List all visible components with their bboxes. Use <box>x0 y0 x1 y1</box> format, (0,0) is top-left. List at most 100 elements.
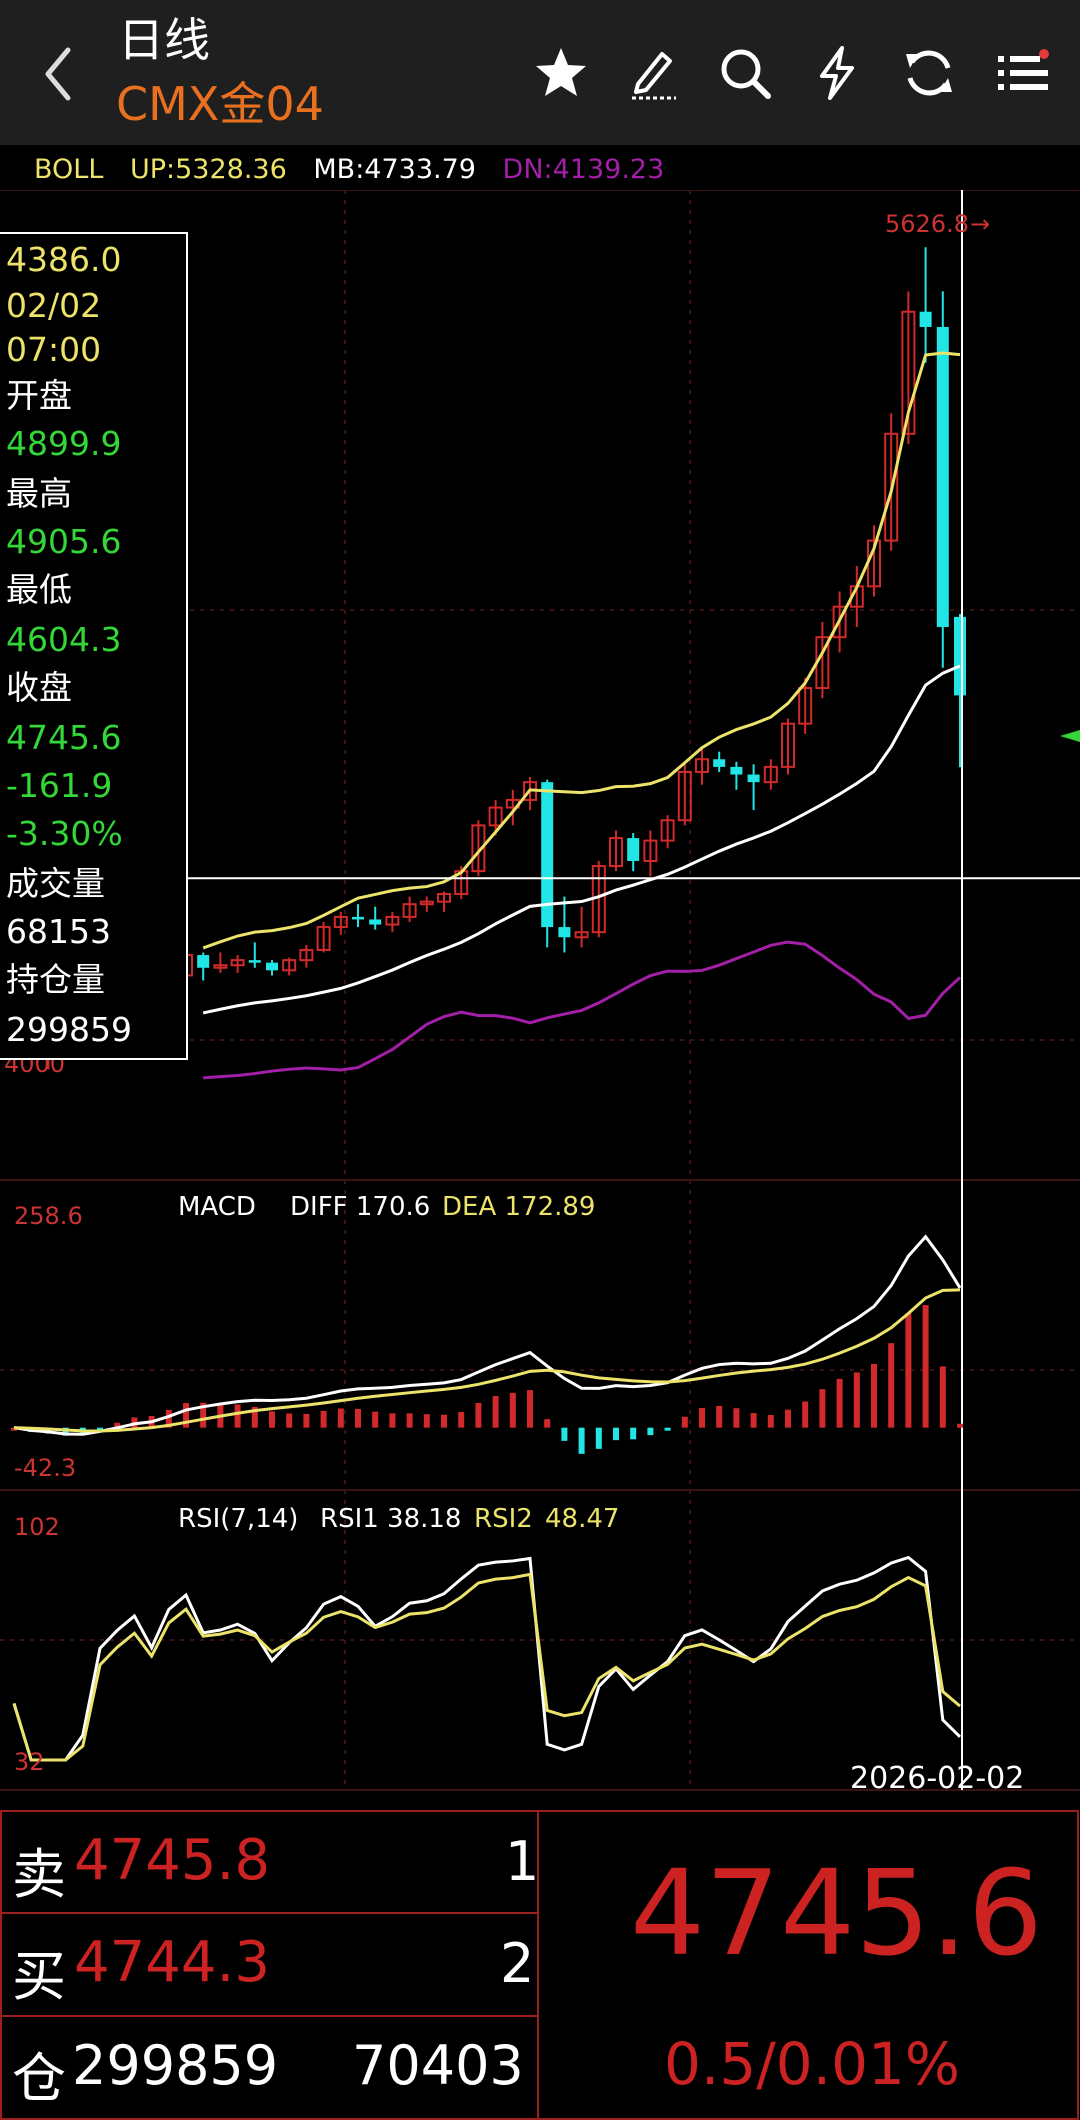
chart-grid <box>0 190 1080 1791</box>
back-icon[interactable] <box>38 44 78 104</box>
macd-bar <box>423 1414 430 1428</box>
rsi-top-label: 102 <box>14 1513 60 1541</box>
boll-up-line <box>202 351 961 950</box>
sell-price[interactable]: 4745.8 <box>74 1828 270 1893</box>
macd-diff: DIFF 170.6 <box>290 1192 430 1222</box>
info-oi: 299859 <box>6 1010 132 1049</box>
info-change: -161.9 <box>6 766 113 805</box>
macd-top-label: 258.6 <box>14 1202 83 1230</box>
top-bar: 日线 CMX金04 <box>0 0 1080 145</box>
indicator-lines <box>0 190 1080 1790</box>
candle-body <box>781 722 795 768</box>
macd-diff-line <box>13 1234 962 1436</box>
quote-panel: 卖 4745.8 1 买 4744.3 2 仓 299859 70403 474… <box>0 1810 1080 2120</box>
buy-price[interactable]: 4744.3 <box>74 1930 270 1995</box>
candle-body <box>574 931 589 939</box>
boll-dn-value: DN:4139.23 <box>502 154 665 185</box>
macd-bottom-label: -42.3 <box>14 1454 76 1482</box>
macd-bar <box>853 1372 860 1428</box>
macd-bar <box>114 1422 121 1428</box>
sell-label: 卖 <box>12 1843 66 1906</box>
macd-bar <box>406 1413 413 1428</box>
boll-legend: BOLL UP:5328.36 MB:4733.79 DN:4139.23 <box>34 150 682 190</box>
refresh-icon[interactable] <box>900 44 958 102</box>
rsi2-value: 48.47 <box>545 1504 619 1534</box>
macd-bar <box>251 1406 258 1428</box>
kline-chart[interactable]: 5626.8 → 4000 MACD DIFF 170.6 DEA 172.89… <box>0 190 1080 1800</box>
star-icon[interactable] <box>532 44 590 102</box>
macd-bar <box>819 1389 826 1428</box>
macd-dea: DEA 172.89 <box>442 1192 595 1222</box>
macd-bar <box>561 1427 568 1441</box>
candle-body <box>747 774 760 783</box>
rsi2-label: RSI2 <box>474 1504 533 1534</box>
macd-bar <box>303 1413 310 1428</box>
candle-body <box>437 893 451 903</box>
menu-icon[interactable] <box>994 44 1052 102</box>
info-high-label: 最高 <box>6 474 72 513</box>
crosshair-info-box: 4386.0 02/02 07:00 开盘 4899.9 最高 4905.6 最… <box>0 232 188 1060</box>
info-open-label: 开盘 <box>6 376 72 415</box>
buy-qty: 2 <box>500 1932 535 1995</box>
candle-body <box>266 962 278 971</box>
macd-dea-line <box>13 1288 961 1433</box>
candle-body <box>541 782 554 928</box>
macd-bar <box>750 1413 757 1428</box>
macd-bar <box>475 1403 482 1428</box>
oi-label: 仓 <box>12 2047 66 2110</box>
macd-bar <box>458 1411 465 1428</box>
candle-body <box>369 919 382 925</box>
candle-body <box>471 824 486 873</box>
macd-bar <box>183 1403 189 1428</box>
macd-bar <box>492 1396 499 1428</box>
macd-label: MACD <box>178 1192 256 1222</box>
macd-bar <box>836 1378 843 1428</box>
boll-mb-line <box>202 664 961 1015</box>
info-time: 07:00 <box>6 330 102 369</box>
macd-bar <box>716 1405 723 1428</box>
macd-bar <box>286 1413 293 1428</box>
edit-icon[interactable] <box>624 44 682 102</box>
candle-body <box>352 916 364 920</box>
macd-bar <box>785 1409 791 1428</box>
boll-label: BOLL <box>34 154 104 185</box>
price-change: 0.5/0.01% <box>664 2030 961 2098</box>
macd-bar <box>767 1415 774 1428</box>
candle-body <box>419 900 434 906</box>
page-title: 日线 <box>118 13 210 67</box>
search-icon[interactable] <box>716 44 774 102</box>
rsi1-line <box>12 1555 962 1762</box>
candle-body <box>763 765 778 784</box>
macd-bar <box>733 1408 740 1428</box>
macd-bar <box>509 1392 516 1428</box>
macd-bar <box>699 1408 705 1428</box>
candle-body <box>299 948 314 962</box>
macd-bar <box>922 1305 929 1428</box>
macd-bar <box>578 1427 585 1454</box>
candle-body <box>919 311 932 327</box>
candle-body <box>488 806 503 827</box>
candle-body <box>248 960 261 963</box>
volume-value: 70403 <box>352 2034 524 2097</box>
rsi-label: RSI(7,14) <box>178 1504 298 1534</box>
candle-body <box>730 766 743 775</box>
info-low: 4604.3 <box>6 620 122 659</box>
max-arrow-icon: → <box>970 210 990 238</box>
max-price-label: 5626.8 <box>885 210 969 238</box>
info-open: 4899.9 <box>6 424 122 463</box>
macd-bar <box>441 1414 447 1428</box>
lightning-icon[interactable] <box>808 44 866 102</box>
candle-body <box>385 915 400 926</box>
macd-bar <box>200 1402 207 1428</box>
buy-label: 买 <box>12 1945 66 2008</box>
macd-bar <box>939 1366 946 1428</box>
info-volume: 68153 <box>6 912 111 951</box>
info-change-pct: -3.30% <box>6 814 123 853</box>
macd-bar <box>630 1427 637 1440</box>
macd-bar <box>234 1404 241 1428</box>
quote-grid <box>0 1810 1079 2120</box>
macd-bar <box>888 1343 895 1428</box>
macd-bar <box>320 1410 327 1428</box>
macd-bar <box>355 1408 361 1428</box>
rsi-date-label: 2026-02-02 <box>850 1761 1024 1796</box>
